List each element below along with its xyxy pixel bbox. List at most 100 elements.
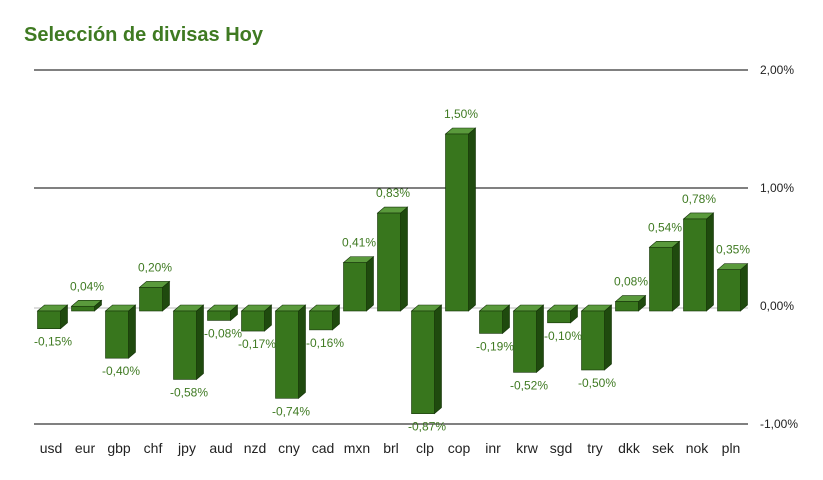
bar-nzd <box>240 304 273 332</box>
bar-front <box>139 287 163 312</box>
data-label: 0,20% <box>138 260 172 274</box>
data-label: 0,35% <box>716 243 750 257</box>
category-label: clp <box>416 440 434 456</box>
data-label: 1,50% <box>444 107 478 121</box>
bar-front <box>377 212 401 312</box>
bar-cop <box>444 127 477 312</box>
bar-side <box>434 304 442 415</box>
bar-front <box>479 310 503 334</box>
data-label: -0,74% <box>272 404 310 418</box>
bar-front <box>37 310 61 330</box>
y-tick-label: 1,00% <box>760 181 794 195</box>
category-label: inr <box>485 440 501 456</box>
bar-front <box>309 310 333 331</box>
data-label: -0,10% <box>544 329 582 343</box>
bar-eur <box>70 299 103 312</box>
y-tick-label: 0,00% <box>760 299 794 313</box>
bar-front <box>547 310 571 324</box>
bar-side <box>740 263 748 312</box>
y-axis-tick-labels: 2,00% 1,00% 0,00% -1,00% <box>760 63 798 431</box>
data-labels: -0,15% 0,04% -0,40% 0,20% -0,58% -0,08%-0,17%… <box>34 107 750 434</box>
y-tick-label: 2,00% <box>760 63 794 77</box>
data-label: -0,40% <box>102 364 140 378</box>
bar-cad <box>308 304 341 331</box>
bar-front <box>105 310 129 359</box>
category-label: nzd <box>244 440 267 456</box>
bar-front <box>717 269 741 312</box>
y-tick-label: -1,00% <box>760 417 798 431</box>
data-label: 0,54% <box>648 220 682 234</box>
category-label: cad <box>312 440 335 456</box>
category-label: eur <box>75 440 96 456</box>
data-label: 0,78% <box>682 192 716 206</box>
data-label: -0,19% <box>476 339 514 353</box>
data-label: 0,41% <box>342 236 376 250</box>
data-label: -0,87% <box>408 420 446 434</box>
category-label: gbp <box>107 440 131 456</box>
bar-side <box>468 127 476 312</box>
data-label: 0,83% <box>376 186 410 200</box>
x-axis-category-labels: usd eur gbp chf jpy aud nzd cny cad mxn brl clp cop i… <box>40 440 741 456</box>
bar-brl <box>376 206 409 312</box>
bar-try <box>580 304 613 371</box>
category-label: jpy <box>177 440 196 456</box>
category-label: chf <box>144 440 163 456</box>
bar-front <box>649 246 673 312</box>
data-label: -0,50% <box>578 376 616 390</box>
bar-mxn <box>342 255 375 312</box>
data-label: -0,17% <box>238 337 276 351</box>
category-label: mxn <box>344 440 370 456</box>
category-label: brl <box>383 440 399 456</box>
category-label: try <box>587 440 603 456</box>
bar-krw <box>512 304 545 374</box>
bar-chf <box>138 280 171 312</box>
bar-side <box>400 206 408 312</box>
bar-aud <box>206 304 239 322</box>
bar-front <box>581 310 605 371</box>
bar-side <box>706 212 714 312</box>
bar-side <box>128 304 136 359</box>
data-label: 0,04% <box>70 279 104 293</box>
bar-side <box>604 304 612 371</box>
bar-front <box>173 310 197 380</box>
bar-sek <box>648 240 681 312</box>
data-label: -0,16% <box>306 336 344 350</box>
bar-side <box>298 304 306 399</box>
data-label: 0,08% <box>614 275 648 289</box>
data-label: -0,08% <box>204 326 242 340</box>
category-label: cop <box>448 440 471 456</box>
data-label: -0,52% <box>510 378 548 392</box>
bar-gbp <box>104 304 137 359</box>
bar-jpy <box>172 304 205 381</box>
category-label: aud <box>209 440 232 456</box>
category-label: pln <box>722 440 741 456</box>
category-label: sgd <box>550 440 573 456</box>
bar-front <box>445 133 469 312</box>
bar-front <box>241 310 265 332</box>
bar-front <box>275 310 299 399</box>
bar-cny <box>274 304 307 399</box>
bar-clp <box>410 304 443 415</box>
data-label: -0,15% <box>34 335 72 349</box>
bars <box>36 127 749 415</box>
bar-front <box>343 262 367 312</box>
bar-inr <box>478 304 511 335</box>
category-label: usd <box>40 440 63 456</box>
bar-usd <box>36 304 69 330</box>
bar-dkk <box>614 294 647 312</box>
bar-side <box>672 240 680 312</box>
category-label: nok <box>686 440 710 456</box>
bar-nok <box>682 212 715 312</box>
bar-front <box>411 310 435 414</box>
category-label: dkk <box>618 440 641 456</box>
bar-sgd <box>546 304 579 324</box>
bar-side <box>196 304 204 381</box>
bar-pln <box>716 263 749 312</box>
category-label: krw <box>516 440 539 456</box>
bar-front <box>207 310 231 321</box>
bar-front <box>615 301 639 312</box>
bar-front <box>71 305 95 312</box>
bar-front <box>683 218 707 312</box>
bar-front <box>513 310 537 373</box>
